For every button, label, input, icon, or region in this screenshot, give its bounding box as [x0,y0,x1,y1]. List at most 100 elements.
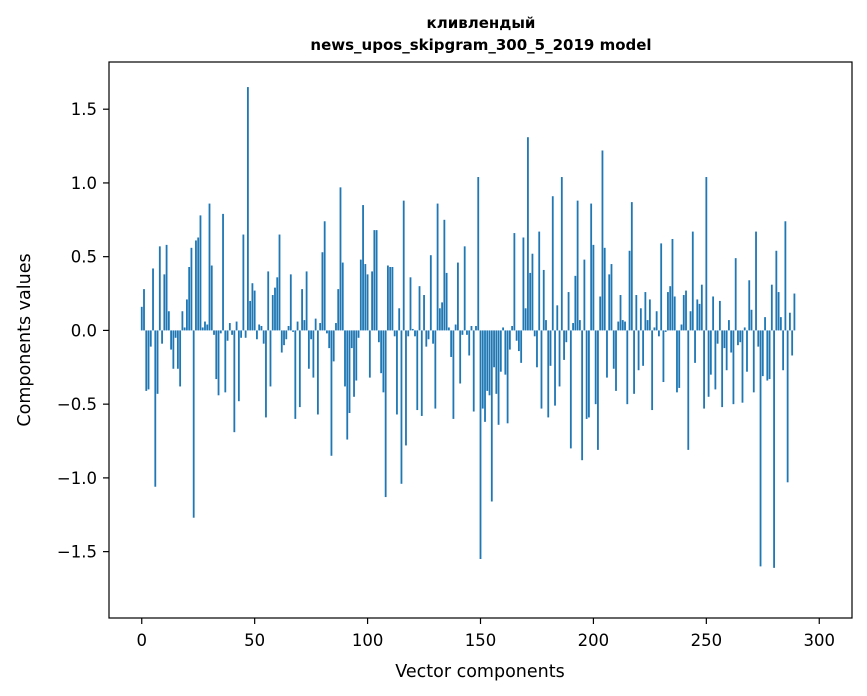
bar [170,330,173,350]
bar [639,308,642,331]
bar [260,325,263,331]
bar [371,271,374,331]
bar [660,243,663,331]
bar [219,330,222,334]
bar [375,230,378,331]
bar [644,292,647,331]
y-axis-ticks: −1.5 −1.0 −0.5 0.0 0.5 1.0 1.5 [57,100,109,562]
bar [222,213,224,331]
bar [269,330,272,387]
bar [721,330,724,408]
bar [712,296,715,331]
bar [287,325,290,331]
bar [746,330,748,372]
bar [574,275,577,331]
bar [355,330,358,381]
bar [423,295,425,331]
bar [167,311,170,331]
bar [773,330,775,568]
bar [188,267,191,331]
bar [380,330,383,374]
bar [443,219,446,331]
bar [624,321,626,331]
bar [572,323,574,331]
y-tick-label: −1.5 [57,543,97,562]
y-axis-label: Components values [15,253,35,426]
bar [314,318,317,331]
bar [192,330,195,518]
bar [418,286,421,331]
bar [707,330,710,397]
bar [497,330,500,425]
bar [461,330,464,335]
bar [538,231,541,331]
bar [565,330,568,343]
bar [646,320,649,331]
bar [400,330,403,484]
bar [549,330,552,366]
bar [305,271,308,331]
bar [466,330,468,335]
bar [495,330,498,394]
bar [606,330,608,378]
bar [210,265,213,331]
bar [350,330,353,349]
bar [655,311,658,331]
bar [612,330,615,369]
bar [411,328,414,331]
y-tick-label: 1.5 [71,100,97,119]
bar [208,203,211,331]
x-tick-label: 100 [352,631,384,650]
bar [244,330,247,338]
bar [368,330,371,378]
chart-title-line2: news_upos_skipgram_300_5_2019 model [310,36,651,54]
bar [441,302,444,331]
bar [687,330,690,450]
bar [551,196,554,331]
x-tick-label: 300 [804,631,836,650]
bar [630,202,633,331]
bar [240,330,243,338]
bar [759,330,762,567]
bar [673,296,676,331]
bar [432,330,434,344]
bar [326,330,328,334]
bar [597,330,599,450]
bar [594,330,597,405]
bar [716,330,719,344]
bar [176,330,179,369]
bar [438,308,441,331]
bar [723,330,726,349]
bar [285,330,288,340]
bar [475,325,477,331]
bar [384,330,387,498]
bar [531,253,534,331]
bar [694,330,696,363]
bar [337,289,340,331]
bar [377,330,380,343]
bar [235,321,238,331]
bar [484,330,486,422]
bar [732,330,735,405]
bar [454,324,457,331]
bar [588,330,590,418]
bar [197,237,200,331]
bar [667,292,669,331]
bar [303,320,306,331]
bar [578,320,581,331]
bar [556,305,559,331]
bar [621,320,624,331]
bar [289,274,292,331]
bar [648,299,651,331]
bar [251,283,254,331]
bar [156,330,159,394]
bar [642,330,645,366]
bar [463,246,466,331]
bar [470,325,473,331]
bar [782,330,785,371]
bar [764,317,766,331]
bar [766,330,769,381]
x-tick-label: 50 [244,631,265,650]
bar [608,274,611,331]
bar [741,330,744,403]
